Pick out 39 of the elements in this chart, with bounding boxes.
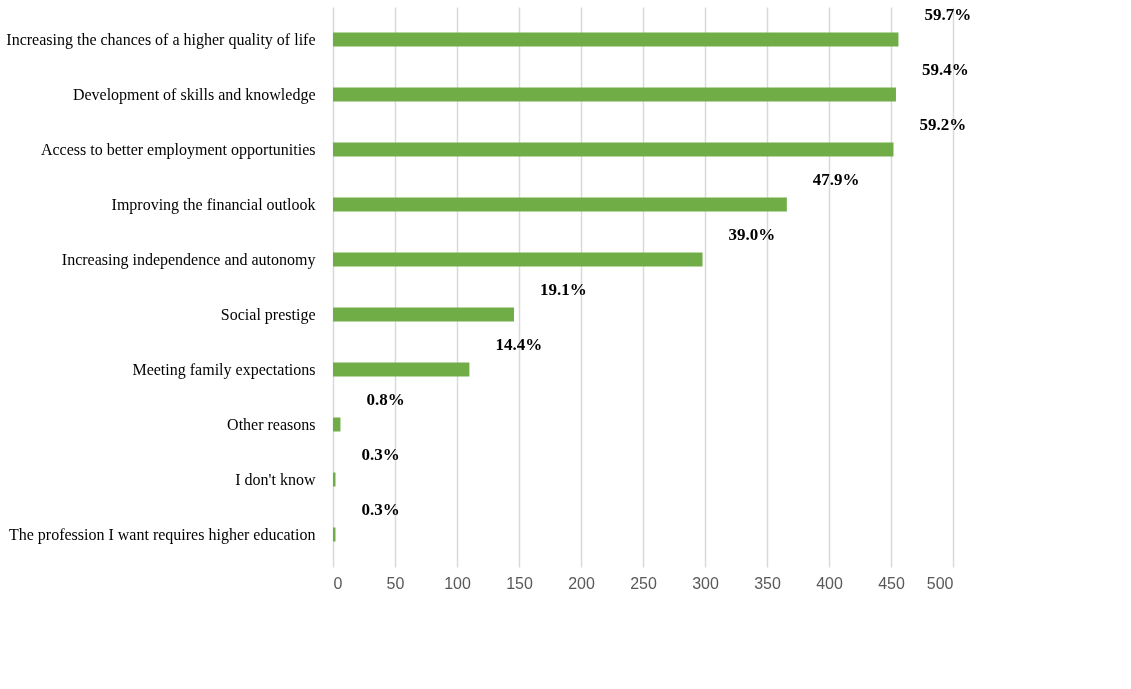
y-tick-label: I don't know [235,471,316,488]
annotation: 47.9% [812,169,860,189]
y-tick-label: Access to better employment opportunities [40,141,316,159]
annotation: 19.1% [540,279,587,299]
bar [333,142,894,157]
x-tick-label: 200 [568,574,595,592]
annotation: 0.8% [366,389,405,409]
bar [333,362,470,377]
y-tick-label: Improving the financial outlook [111,196,316,214]
x-tick-label: 300 [692,574,719,592]
y-tick-label: Development of skills and knowledge [72,86,316,104]
y-tick-label: Social prestige [220,306,316,324]
annotation: 14.4% [495,334,543,354]
x-tick-label: 400 [816,574,843,592]
y-tick-label: Meeting family expectations [132,361,316,379]
x-tick-label: 150 [506,574,533,592]
annotation: 39.0% [728,224,776,244]
annotation: 59.4% [921,59,969,79]
x-tick-label: 500 [926,574,954,592]
x-tick-label: 250 [630,574,657,592]
bar [333,307,515,322]
x-tick-label: 450 [878,574,905,592]
y-tick-label: Increasing the chances of a higher quality of life [6,31,316,49]
x-tick-label: 50 [386,574,405,592]
bar [333,87,896,102]
y-tick-label: The profession I want requires higher education [8,526,316,544]
x-tick-label: 0 [333,574,343,592]
y-tick-label: Other reasons [227,416,316,433]
y-tick-label: Increasing independence and autonomy [61,251,316,269]
bar [333,417,341,432]
x-tick-label: 100 [444,574,471,592]
annotation: 0.3% [361,444,400,464]
annotation: 59.2% [919,114,967,134]
bar [333,32,899,47]
x-tick-label: 350 [754,574,781,592]
annotation: 0.3% [361,499,400,519]
annotation: 59.7% [924,4,972,24]
bar [333,197,787,212]
bar [333,252,703,267]
